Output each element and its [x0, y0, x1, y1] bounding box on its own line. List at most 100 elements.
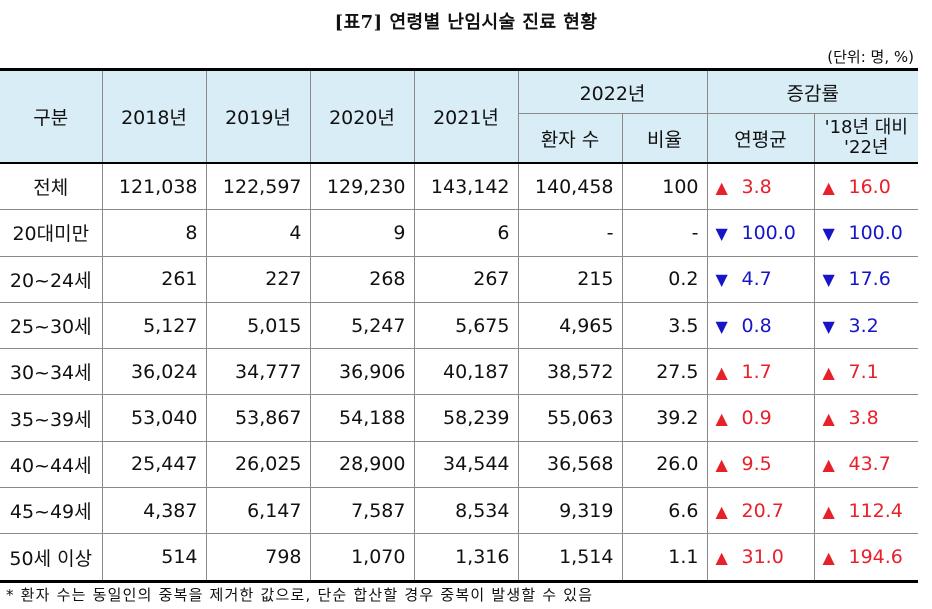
header-vs-2018: '18년 대비 '22년: [813, 113, 919, 164]
cell-vs-2018: ▲ 3.8: [813, 394, 919, 442]
up-triangle-icon: ▲: [822, 409, 835, 429]
table-row: 20대미만 8 4 9 6- - ▼ 100.0 ▼ 100.0: [0, 209, 919, 257]
change-value: 3.8: [848, 407, 879, 430]
header-vs-2018-line2: '22년: [844, 137, 889, 158]
table-title: [표7] 연령별 난임시술 진료 현황: [334, 12, 598, 33]
cell-y2020: 129,230: [309, 162, 415, 211]
table-row: 전체 121,038 122,597 129,230 143,142 140,458 100…: [0, 162, 919, 211]
up-triangle-icon: ▲: [822, 501, 835, 521]
change-value: 3.8: [741, 175, 772, 198]
cell-y2019: 5,015: [205, 301, 311, 350]
row-label: 30~34세: [0, 348, 103, 396]
cell-y2019: 6,147: [205, 487, 311, 535]
cell-y2021: 5,675: [413, 301, 519, 350]
cell-p2022: 1,514: [517, 533, 623, 583]
cell-p2022: 215: [517, 255, 623, 303]
footnote: * 환자 수는 동일인의 중복을 제거한 값으로, 단순 합산할 경우 중복이 …: [6, 586, 594, 604]
row-label: 20대미만: [0, 209, 103, 257]
change-value: 4.7: [741, 268, 772, 291]
cell-y2020: 7,587: [309, 487, 415, 535]
cell-y2018: 8: [101, 209, 207, 257]
cell-p2022: -: [517, 209, 623, 257]
change-value: 0.9: [741, 407, 772, 430]
cell-y2020: 9: [309, 209, 415, 257]
cell-vs-2018: ▲ 112.4: [813, 487, 919, 535]
header-patients: 환자 수: [518, 113, 623, 164]
cell-vs-2018: ▼ 3.2: [813, 301, 919, 350]
row-label: 40~44세: [0, 440, 103, 489]
change-value: 31.0: [741, 546, 784, 569]
cell-ratio: 27.5: [621, 348, 708, 396]
down-triangle-icon: ▼: [822, 270, 835, 290]
row-label: 45~49세: [0, 487, 103, 535]
down-triangle-icon: ▼: [715, 316, 728, 336]
cell-y2018: 121,038: [101, 162, 207, 211]
header-2020: 2020년: [309, 68, 415, 164]
cell-annual-avg: ▼ 0.8: [706, 301, 815, 350]
cell-vs-2018: ▲ 16.0: [813, 162, 919, 211]
up-triangle-icon: ▲: [715, 177, 728, 197]
cell-y2019: 122,597: [205, 162, 311, 211]
cell-y2019: 26,025: [205, 440, 311, 489]
cell-p2022: 36,568: [517, 440, 623, 489]
cell-y2021: 8,534: [413, 487, 519, 535]
cell-y2019: 227: [205, 255, 311, 303]
up-triangle-icon: ▲: [822, 362, 835, 382]
cell-vs-2018: ▲ 194.6: [813, 533, 919, 583]
header-annual-avg: 연평균: [706, 113, 815, 164]
cell-y2021: 6: [413, 209, 519, 257]
cell-p2022: 9,319: [517, 487, 623, 535]
cell-y2018: 5,127: [101, 301, 207, 350]
cell-y2021: 40,187: [413, 348, 519, 396]
cell-y2020: 54,188: [309, 394, 415, 442]
row-label: 전체: [0, 162, 103, 211]
change-value: 194.6: [848, 546, 903, 569]
cell-y2018: 4,387: [101, 487, 207, 535]
up-triangle-icon: ▲: [715, 548, 728, 568]
change-value: 43.7: [848, 453, 891, 476]
cell-y2019: 53,867: [205, 394, 311, 442]
table-row: 50세 이상 514 798 1,070 1,316 1,514 1.1 ▲ 31.0 ▲ 194.…: [0, 533, 919, 583]
cell-y2020: 1,070: [309, 533, 415, 583]
change-value: 1.7: [741, 360, 772, 383]
down-triangle-icon: ▼: [822, 223, 835, 243]
header-2019: 2019년: [205, 68, 311, 164]
cell-y2021: 58,239: [413, 394, 519, 442]
cell-y2021: 267: [413, 255, 519, 303]
down-triangle-icon: ▼: [822, 316, 835, 336]
cell-y2018: 53,040: [101, 394, 207, 442]
cell-y2018: 25,447: [101, 440, 207, 489]
down-triangle-icon: ▼: [715, 270, 728, 290]
cell-y2019: 34,777: [205, 348, 311, 396]
cell-y2019: 4: [205, 209, 311, 257]
change-value: 16.0: [848, 175, 891, 198]
row-label: 35~39세: [0, 394, 103, 442]
up-triangle-icon: ▲: [715, 409, 728, 429]
up-triangle-icon: ▲: [715, 501, 728, 521]
row-label: 20~24세: [0, 255, 103, 303]
cell-annual-avg: ▲ 1.7: [706, 348, 815, 396]
cell-p2022: 55,063: [517, 394, 623, 442]
cell-p2022: 38,572: [517, 348, 623, 396]
change-value: 7.1: [848, 360, 879, 383]
header-ratio: 비율: [621, 113, 708, 164]
table-row: 25~30세 5,127 5,015 5,247 5,675 4,965 3.5 ▼ 0.8 ▼ 3…: [0, 301, 919, 350]
change-value: 112.4: [848, 499, 903, 522]
cell-y2020: 268: [309, 255, 415, 303]
cell-y2018: 36,024: [101, 348, 207, 396]
cell-y2019: 798: [205, 533, 311, 583]
change-value: 0.8: [741, 314, 772, 337]
cell-ratio: 6.6: [621, 487, 708, 535]
cell-annual-avg: ▲ 0.9: [706, 394, 815, 442]
down-triangle-icon: ▼: [715, 223, 728, 243]
cell-annual-avg: ▲ 31.0: [706, 533, 815, 583]
data-table: 구분 2018년 2019년 2020년 2021년 2022년 증감률 환자 …: [0, 68, 919, 583]
cell-vs-2018: ▲ 7.1: [813, 348, 919, 396]
cell-y2021: 34,544: [413, 440, 519, 489]
cell-y2021: 143,142: [413, 162, 519, 211]
cell-vs-2018: ▼ 17.6: [813, 255, 919, 303]
table-body: 전체 121,038 122,597 129,230 143,142 140,458 100…: [0, 162, 919, 583]
cell-ratio: 26.0: [621, 440, 708, 489]
cell-annual-avg: ▲ 9.5: [706, 440, 815, 489]
cell-y2020: 5,247: [309, 301, 415, 350]
